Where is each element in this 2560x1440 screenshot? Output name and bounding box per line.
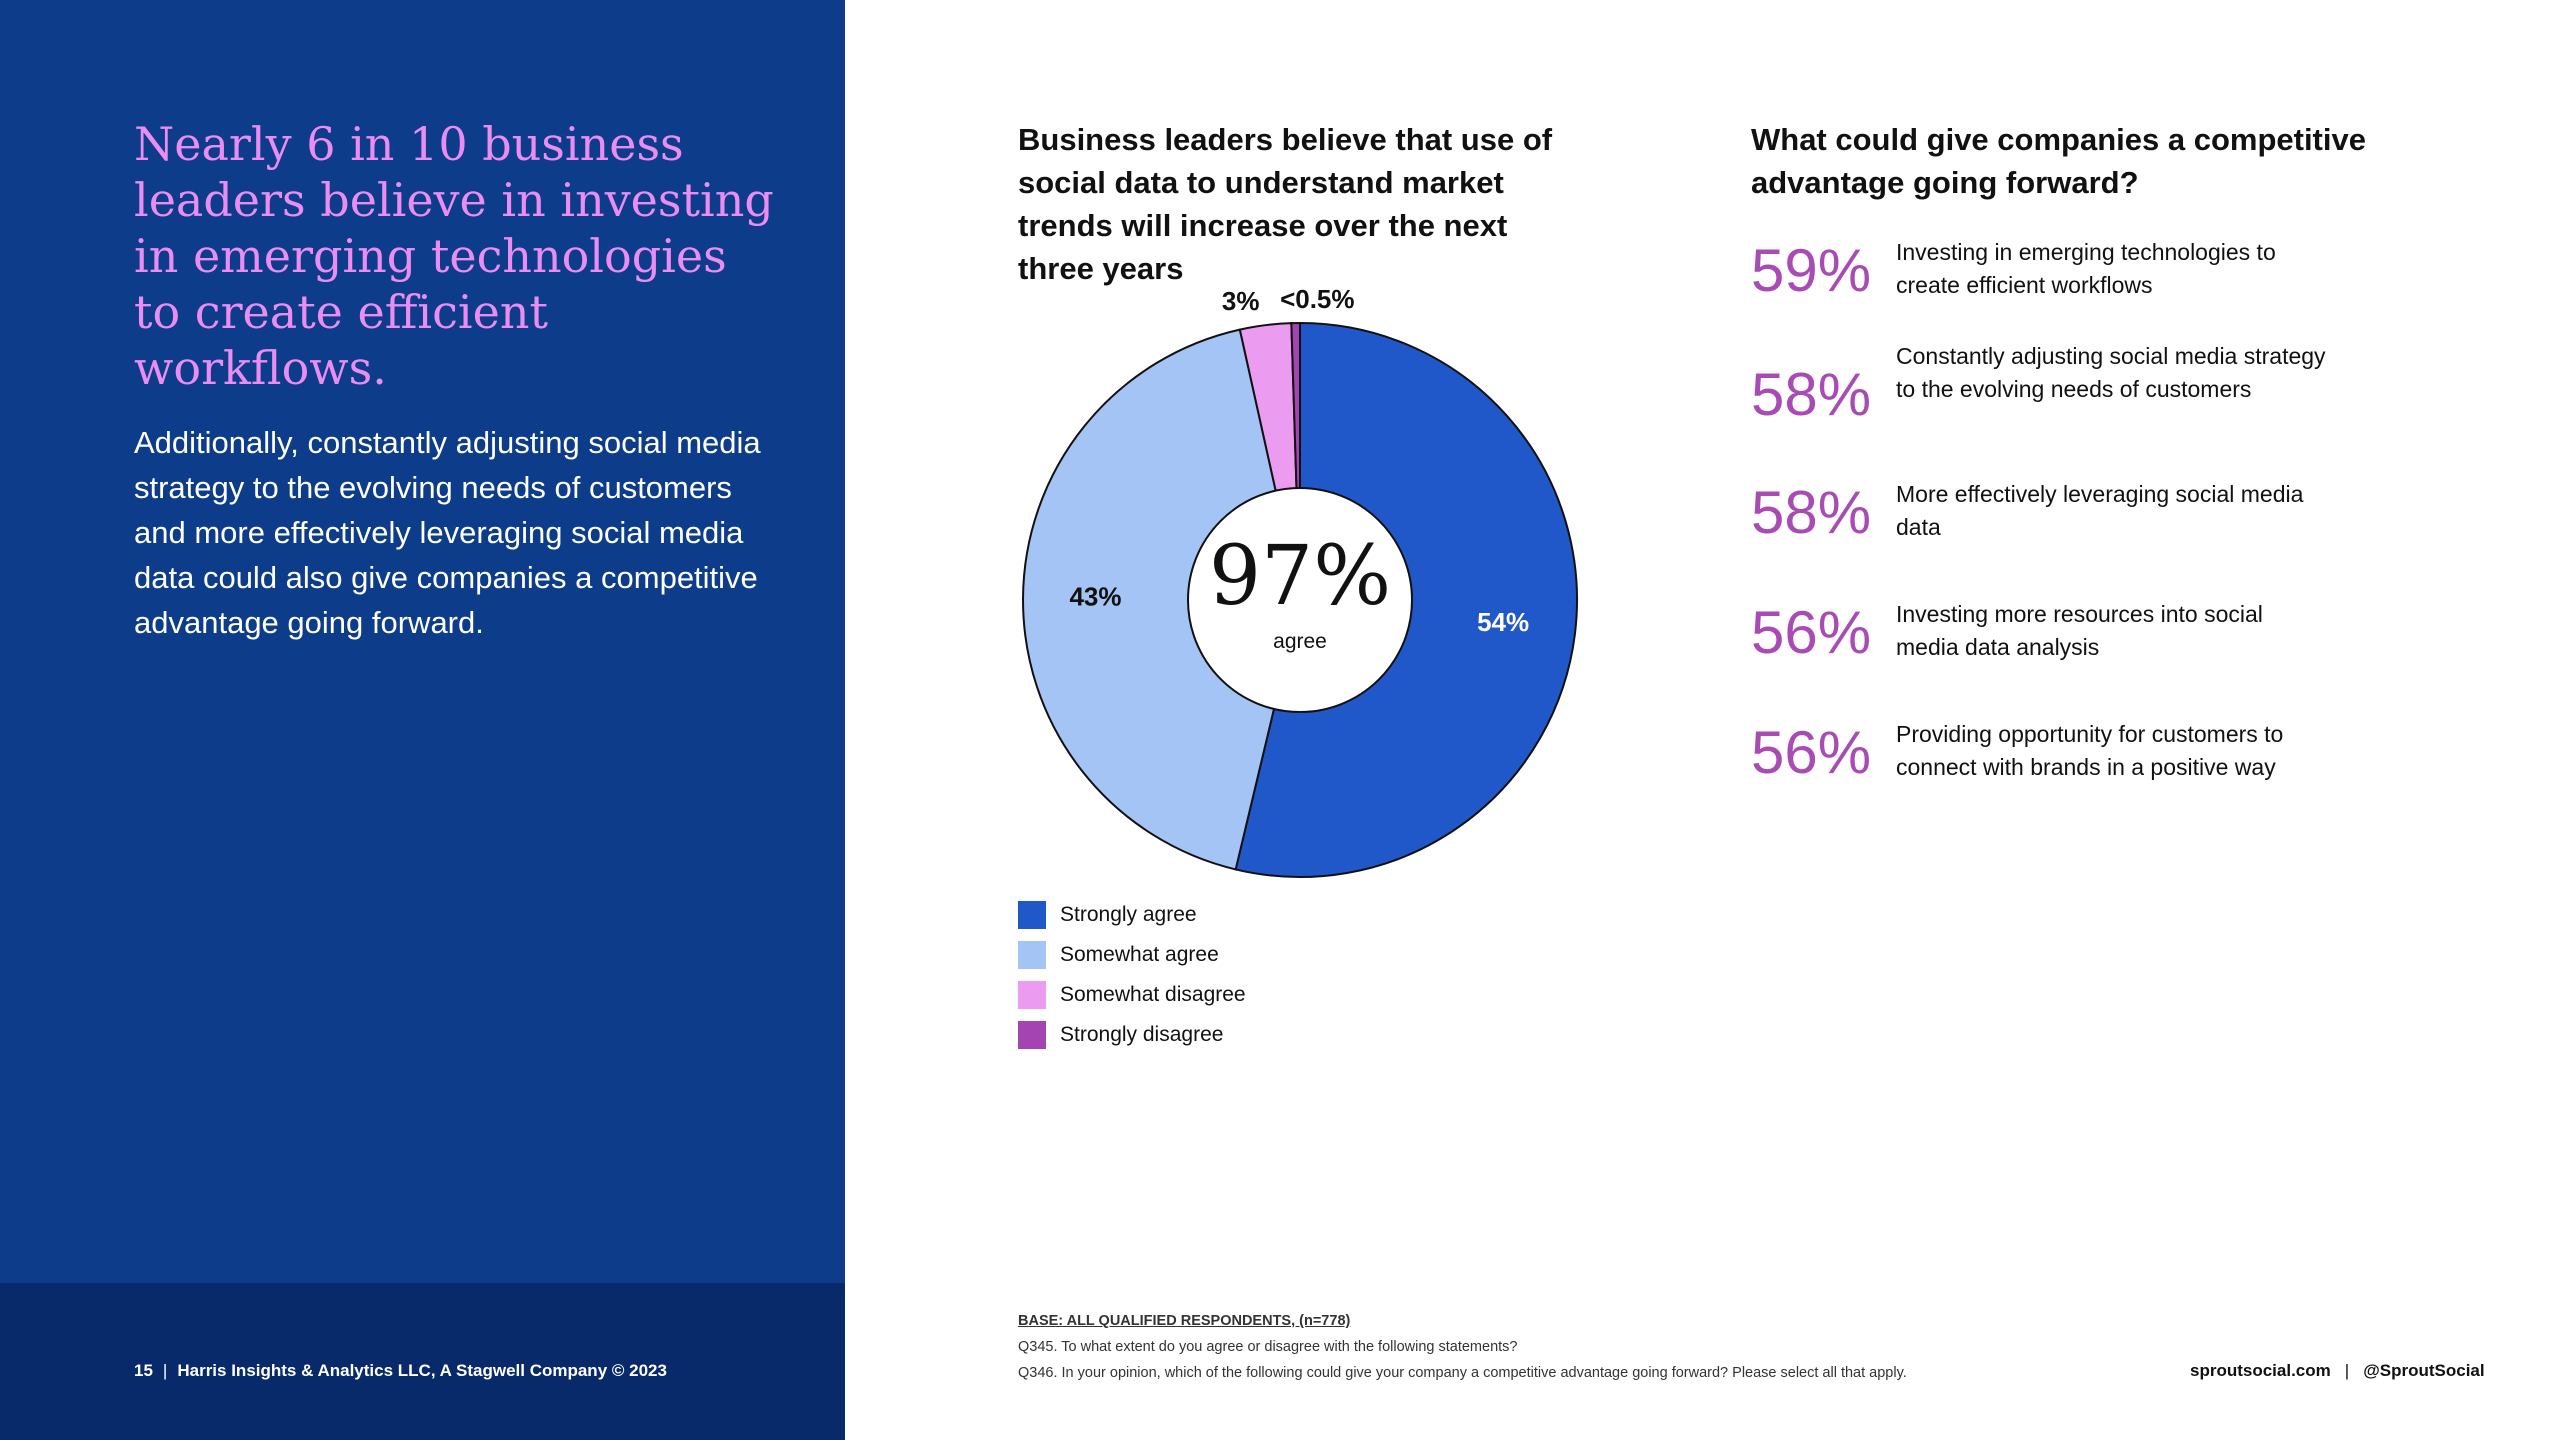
center-value: 97% [1209,529,1391,624]
legend-item-strongly-agree: Strongly agree [1018,895,1246,935]
left-panel [0,0,845,1440]
advantage-percent: 58% [1751,361,1872,428]
legend-item-somewhat-disagree: Somewhat disagree [1018,975,1246,1015]
footer-right-separator: | [2344,1361,2350,1380]
footer-right: sproutsocial.com | @SproutSocial [2190,1361,2485,1381]
question-note-q345: Q345. To what extent do you agree or dis… [1018,1339,1518,1355]
page-number: 15 [134,1361,153,1380]
legend-label: Strongly disagree [1060,1023,1224,1046]
advantage-percent: 56% [1751,719,1872,786]
legend-swatch [1018,941,1046,969]
advantage-title: What could give companies a competitive … [1751,122,2366,200]
slice-label-somewhat-agree: 43% [1069,581,1121,611]
site-link[interactable]: sproutsocial.com [2190,1361,2331,1380]
legend-label: Somewhat agree [1060,943,1219,966]
base-notes: BASE: ALL QUALIFIED RESPONDENTS, (n=778)… [1018,1308,1907,1386]
pie-slice-somewhat-agree [1022,328,1302,871]
slice-label-somewhat-disagree: 3% [1222,286,1260,316]
question-note-q346: Q346. In your opinion, which of the foll… [1018,1365,1907,1381]
advantage-text: Providing opportunity for customers to c… [1896,721,2284,780]
headline: Nearly 6 in 10 business leaders believe … [134,117,774,395]
advantage-text: More effectively leveraging social media… [1896,481,2304,540]
footer-credit: 15 | Harris Insights & Analytics LLC, A St… [134,1361,667,1381]
legend-swatch [1018,981,1046,1009]
legend-item-strongly-disagree: Strongly disagree [1018,1015,1246,1055]
base-note: BASE: ALL QUALIFIED RESPONDENTS, (n=778) [1018,1313,1351,1329]
social-handle[interactable]: @SproutSocial [2363,1361,2485,1380]
legend-swatch [1018,1021,1046,1049]
advantage-percent: 56% [1751,599,1872,666]
advantage-text: Investing in emerging technologies to cr… [1896,239,2276,298]
advantage-text: Investing more resources into social med… [1896,601,2263,660]
footer-separator: | [162,1361,168,1380]
summary-text: Additionally, constantly adjusting socia… [134,425,761,640]
chart-legend: Strongly agree Somewhat agree Somewhat d… [1018,895,1246,1055]
advantage-percent: 58% [1751,479,1872,546]
slice-label-strongly-agree: 54% [1477,607,1529,637]
slice-label-strongly-disagree: <0.5% [1280,284,1354,314]
pie-chart: 54% 43% 3% <0.5% 97% agree [1022,284,1578,878]
advantage-percent: 59% [1751,237,1872,304]
left-footer-band [0,1283,845,1440]
credit-text: Harris Insights & Analytics LLC, A Stagw… [177,1361,667,1380]
legend-label: Somewhat disagree [1060,983,1246,1006]
legend-item-somewhat-agree: Somewhat agree [1018,935,1246,975]
legend-label: Strongly agree [1060,903,1197,926]
pie-center-circle [1187,487,1413,713]
chart-title: Business leaders believe that use of soc… [1018,122,1553,286]
advantage-text: Constantly adjusting social media strate… [1896,343,2326,402]
center-label: agree [1273,630,1327,653]
legend-swatch [1018,901,1046,929]
